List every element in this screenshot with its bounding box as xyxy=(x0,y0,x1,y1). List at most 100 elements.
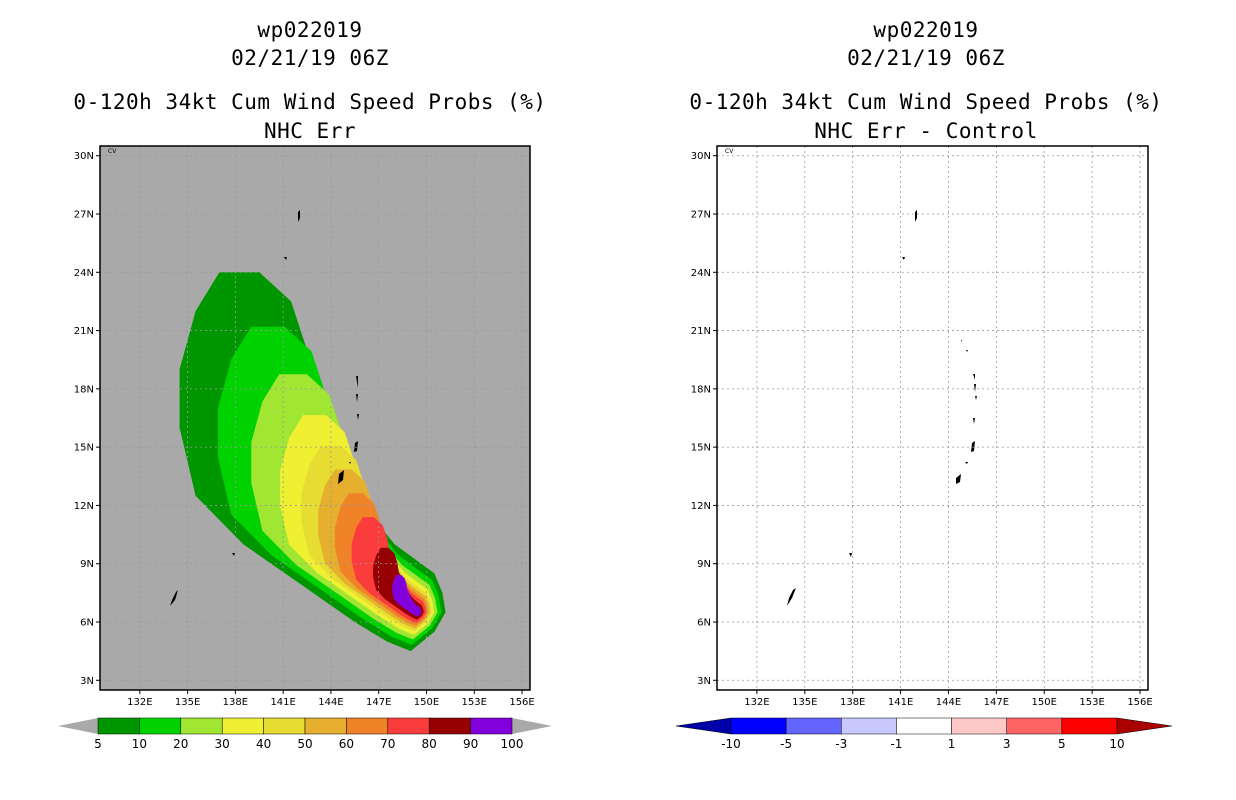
colorbar-segment xyxy=(263,717,306,735)
x-tick-label: 150E xyxy=(1032,697,1057,708)
y-tick-label: 9N xyxy=(80,559,94,570)
left-x-axis-ticks: 132E 135E 138E 141E 144E 147E 150E 153E 156E xyxy=(127,690,535,708)
right-colorbar: -10 -5 -3 -1 1 3 5 10 xyxy=(675,717,1173,751)
left-landmasses xyxy=(170,210,359,606)
colorbar-segment xyxy=(387,717,430,735)
contour-90 xyxy=(392,574,422,617)
left-title-storm: wp022019 xyxy=(257,18,363,42)
colorbar-label: 1 xyxy=(948,737,956,751)
y-tick-label: 3N xyxy=(697,676,711,687)
colorbar-segment xyxy=(1061,717,1118,735)
colorbar-label: 5 xyxy=(1058,737,1066,751)
right-title-product: 0-120h 34kt Cum Wind Speed Probs (%) xyxy=(689,90,1163,114)
right-plot-background xyxy=(717,146,1148,690)
y-tick-label: 12N xyxy=(691,501,711,512)
colorbar-label: 50 xyxy=(297,737,312,751)
y-tick-label: 30N xyxy=(691,151,711,162)
x-tick-label: 138E xyxy=(840,697,865,708)
colorbar-high-arrow xyxy=(512,718,552,734)
colorbar-label: 90 xyxy=(463,737,478,751)
left-gridlines xyxy=(100,146,530,690)
y-tick-label: 27N xyxy=(74,210,94,221)
x-tick-label: 156E xyxy=(509,697,534,708)
right-chart: CV 132E 135E 138E 141E 144E 147E 150E 153E 156E … xyxy=(675,145,1173,751)
left-probability-contours xyxy=(179,272,446,652)
colorbar-label: 100 xyxy=(501,737,524,751)
right-y-axis-ticks: 3N 6N 9N 12N 15N 18N 21N 24N 27N 30N xyxy=(691,151,717,687)
colorbar-label: 3 xyxy=(1003,737,1011,751)
right-title-storm: wp022019 xyxy=(873,18,979,42)
colorbar-segment xyxy=(346,717,389,735)
right-landmasses xyxy=(787,210,977,606)
marianas-islands xyxy=(349,376,359,464)
colorbar-label: 30 xyxy=(215,737,230,751)
bonin-islands xyxy=(902,210,917,260)
x-tick-label: 132E xyxy=(127,697,152,708)
y-tick-label: 21N xyxy=(691,326,711,337)
guam-island xyxy=(338,470,344,484)
x-tick-label: 141E xyxy=(270,697,295,708)
y-tick-label: 15N xyxy=(691,443,711,454)
left-colorbar: 5 10 20 30 40 50 60 70 80 90 100 xyxy=(58,717,552,751)
x-tick-label: 147E xyxy=(366,697,391,708)
right-title-date: 02/21/19 06Z xyxy=(847,46,1005,70)
y-tick-label: 3N xyxy=(80,676,94,687)
colorbar-high-arrow xyxy=(1116,717,1173,735)
colorbar-label: -1 xyxy=(890,737,902,751)
colorbar-segment xyxy=(221,717,264,735)
colorbar-label: 10 xyxy=(1109,737,1124,751)
colorbar-label: 5 xyxy=(94,737,102,751)
left-plot-frame xyxy=(99,145,531,691)
x-tick-label: 135E xyxy=(175,697,200,708)
colorbar-segment xyxy=(428,717,471,735)
y-tick-label: 12N xyxy=(74,501,94,512)
colorbar-segment xyxy=(1006,717,1063,735)
y-tick-label: 18N xyxy=(74,384,94,395)
x-tick-label: 135E xyxy=(792,697,817,708)
y-tick-label: 6N xyxy=(80,618,94,629)
right-x-axis-ticks: 132E 135E 138E 141E 144E 147E 150E 153E 156E xyxy=(744,690,1153,708)
left-title-date: 02/21/19 06Z xyxy=(231,46,389,70)
colorbar-segment xyxy=(97,717,140,735)
x-tick-label: 147E xyxy=(984,697,1009,708)
x-tick-label: 156E xyxy=(1127,697,1152,708)
bonin-islands xyxy=(284,210,300,260)
colorbar-segment xyxy=(785,717,842,735)
colorbar-segment xyxy=(470,717,513,735)
colorbar-label: 60 xyxy=(339,737,354,751)
colorbar-label: -5 xyxy=(780,737,792,751)
x-tick-label: 153E xyxy=(1079,697,1104,708)
colorbar-label: 70 xyxy=(380,737,395,751)
colorbar-label: 20 xyxy=(173,737,188,751)
x-tick-label: 153E xyxy=(462,697,487,708)
colorbar-segment xyxy=(180,717,223,735)
y-tick-label: 6N xyxy=(697,618,711,629)
colorbar-segment xyxy=(841,717,897,735)
x-tick-label: 138E xyxy=(223,697,248,708)
colorbar-low-arrow xyxy=(675,717,732,735)
colorbar-label: 80 xyxy=(422,737,437,751)
colorbar-label: 10 xyxy=(132,737,147,751)
colorbar-label: -3 xyxy=(835,737,847,751)
x-tick-label: 132E xyxy=(744,697,769,708)
guam-island xyxy=(956,474,961,484)
y-tick-label: 27N xyxy=(691,210,711,221)
colorbar-segment xyxy=(896,717,952,735)
x-tick-label: 144E xyxy=(318,697,343,708)
left-corner-label: CV xyxy=(108,148,117,155)
y-tick-label: 24N xyxy=(74,268,94,279)
y-tick-label: 9N xyxy=(697,559,711,570)
y-tick-label: 30N xyxy=(74,151,94,162)
right-title-subtitle: NHC Err - Control xyxy=(814,119,1038,143)
colorbar-segment xyxy=(139,717,182,735)
left-y-axis-ticks: 3N 6N 9N 12N 15N 18N 21N 24N 27N 30N xyxy=(74,151,100,687)
right-plot-frame xyxy=(716,145,1149,691)
colorbar-low-arrow xyxy=(58,718,98,734)
left-title-subtitle: NHC Err xyxy=(263,119,356,143)
colorbar-segment xyxy=(730,717,787,735)
left-chart: CV 132E 135E 138E 141E 144E 147E 150E 153E 156E … xyxy=(58,145,552,751)
y-tick-label: 24N xyxy=(691,268,711,279)
colorbar-segment xyxy=(304,717,347,735)
colorbar-label: -10 xyxy=(721,737,741,751)
